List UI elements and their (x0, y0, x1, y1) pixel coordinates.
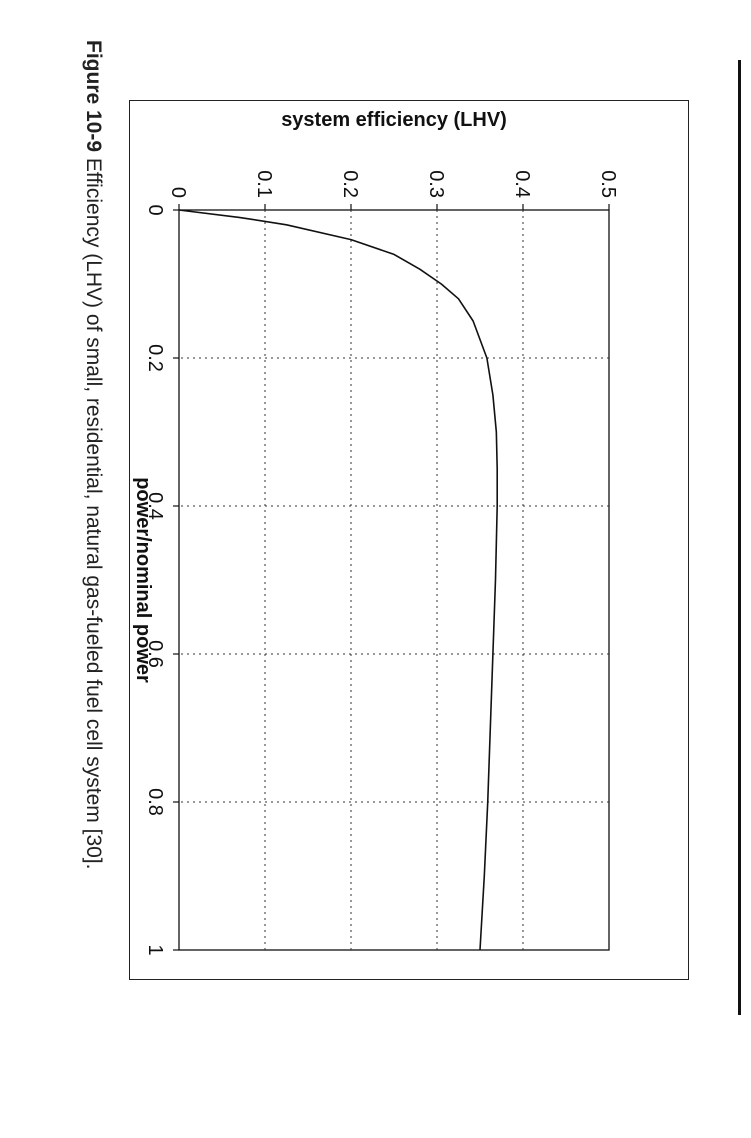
efficiency-chart: 0 0.2 0.4 0.6 0.8 1 0 0.1 0.2 0.3 0.4 0.5 power/nomi… (132, 109, 619, 956)
x-tick-label: 0.4 (144, 492, 166, 520)
figure-caption: Figure 10-9 Efficiency (LHV) of small, r… (81, 40, 106, 1080)
page-top-rule (738, 60, 741, 1015)
x-tick-label: 1 (144, 944, 166, 955)
x-tick-label: 0.6 (144, 640, 166, 668)
y-tick-label: 0.3 (425, 170, 447, 198)
y-tick-label: 0.5 (597, 170, 619, 198)
y-tick-label: 0.4 (511, 170, 533, 198)
y-tick-label: 0.2 (339, 170, 361, 198)
caption-label: Figure 10-9 (82, 40, 105, 153)
x-tick-label: 0 (144, 204, 166, 215)
x-tick-label: 0.2 (144, 344, 166, 372)
y-tick-label: 0 (167, 187, 189, 198)
plot-area-border (178, 209, 610, 951)
caption-text: Efficiency (LHV) of small, residential, … (82, 157, 105, 870)
efficiency-curve (178, 209, 498, 951)
y-tick-label: 0.1 (253, 170, 275, 198)
x-tick-label: 0.8 (144, 788, 166, 816)
x-axis-label: power/nominal power (132, 477, 154, 683)
y-axis-label: system efficiency (LHV) (281, 109, 507, 131)
